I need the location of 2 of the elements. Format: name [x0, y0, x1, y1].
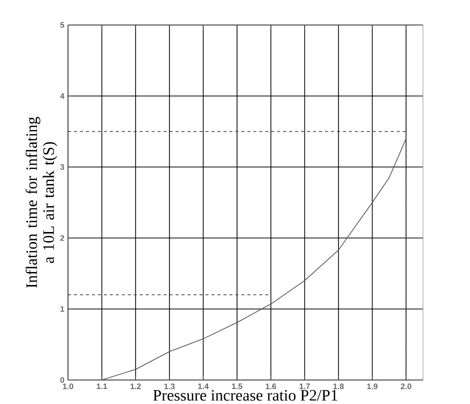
y-axis-title: Inflation time for inflating a 10L air tank t(S): [26, 116, 58, 288]
x-axis-title: Pressure increase ratio P2/P1: [153, 390, 338, 401]
